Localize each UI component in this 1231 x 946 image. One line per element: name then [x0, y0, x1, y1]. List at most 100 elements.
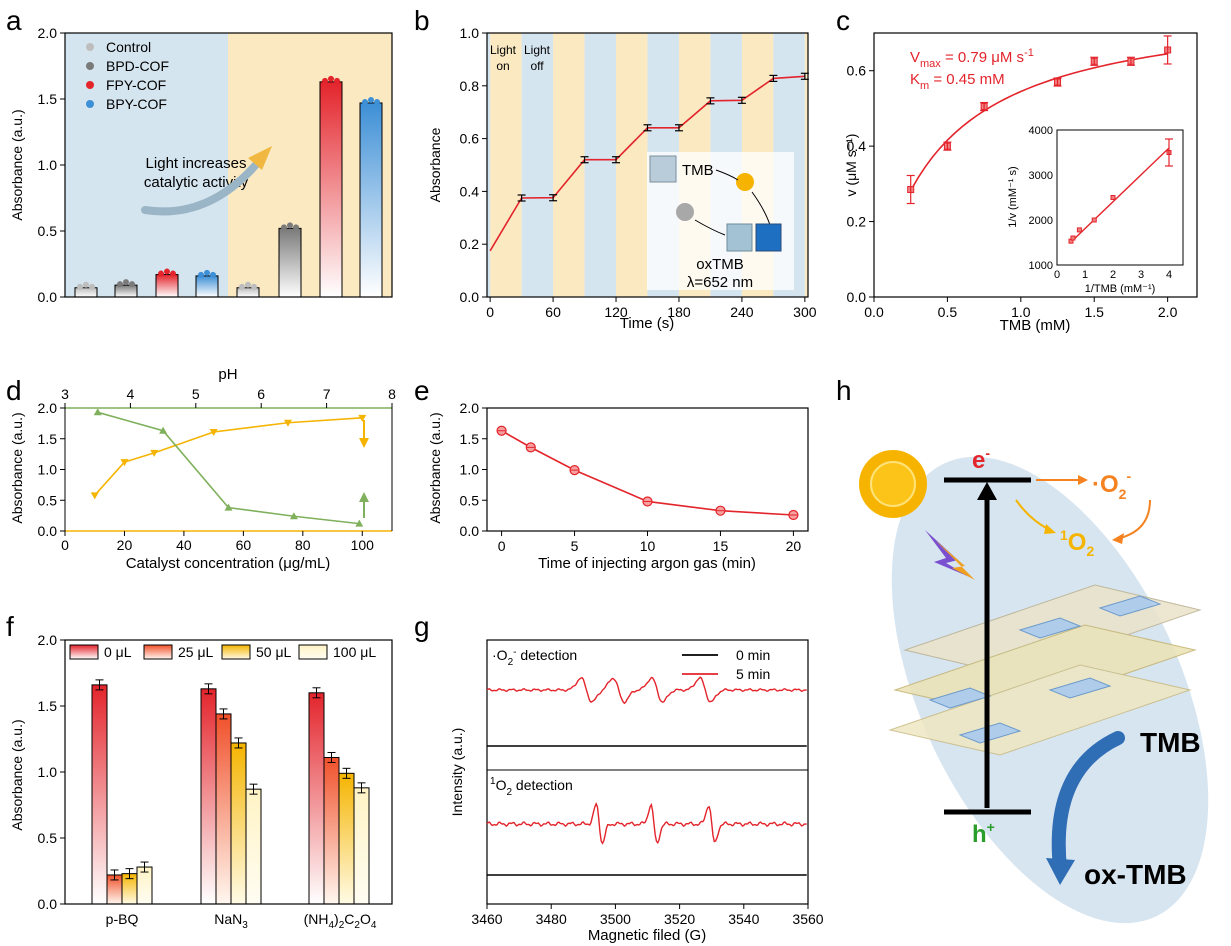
sun-icon	[859, 450, 927, 518]
vial-image	[755, 223, 782, 252]
x-tick-label: 20	[786, 538, 802, 554]
argon-line	[501, 430, 794, 516]
vial-image	[726, 223, 753, 252]
y-axis-label: Intensity (a.u.)	[449, 728, 465, 817]
x-tick-label: 2.0	[1158, 304, 1178, 320]
y-tick-label: 0.0	[38, 523, 58, 539]
electron-label: e-	[972, 445, 990, 474]
dark-background	[65, 33, 228, 297]
ph-point	[289, 512, 298, 520]
replicate-point	[293, 224, 299, 231]
bar	[230, 742, 247, 905]
x-axis-label: Catalyst concentration (μg/mL)	[126, 555, 331, 572]
legend-label: BPY-COF	[106, 96, 167, 112]
replicate-point	[245, 281, 251, 288]
replicate-point	[123, 279, 129, 286]
light-band	[804, 33, 808, 297]
curved-arrow-icon	[1051, 731, 1125, 875]
x-tick-label: 240	[730, 304, 754, 320]
y-axis-label: Absorbance (a.u.)	[9, 719, 25, 830]
bar	[323, 756, 340, 905]
top-axis-label: pH	[218, 366, 237, 383]
light-band	[584, 33, 617, 297]
y-axis-label: Absorbance (a.u.)	[9, 412, 25, 523]
inset-sun-icon	[736, 173, 754, 191]
michaelis-menten-fit	[910, 52, 1168, 191]
y-tick-label: 0.0	[38, 289, 58, 305]
x-tick-label: 3480	[536, 911, 567, 927]
concentration-point	[120, 459, 129, 467]
replicate-point	[328, 75, 334, 82]
inset-arrow	[694, 219, 726, 236]
light-band	[490, 33, 522, 297]
x-tick-label: 3520	[664, 911, 695, 927]
superoxide-label: ·O2-	[1092, 468, 1131, 502]
replicate-point	[281, 224, 287, 231]
y-tick-label: 0.0	[460, 523, 480, 539]
legend-label: 50 μL	[256, 644, 292, 660]
replicate-point	[83, 281, 89, 288]
x-axis-label: TMB (mM)	[1000, 317, 1071, 334]
inset-arrow	[751, 191, 771, 226]
annotation-line-2: catalytic activity	[144, 174, 249, 191]
panel-letter-b: b	[414, 5, 430, 36]
annotation-arrow	[141, 156, 264, 216]
concentration-axis-arrowhead	[359, 438, 369, 448]
replicate-point	[204, 269, 210, 276]
replicate-point	[164, 268, 170, 275]
y-tick-label: 0.4	[460, 183, 480, 199]
inset-x-tick-label: 1	[1082, 269, 1088, 281]
legend-label: 0 μL	[104, 644, 132, 660]
singlet-oxygen-label: 1O2	[1060, 527, 1094, 559]
inset-data-point	[1076, 227, 1082, 233]
x-tick-label: 3540	[728, 911, 759, 927]
chart-panel-d: 0.0 0.5 1.0 1.5 2.0 0 20 40 60 80 100 3 4 5 6 7 8 pH Absor…	[9, 366, 396, 572]
x-axis-label: Magnetic filed (G)	[588, 927, 706, 944]
x-tick-label: 0	[61, 537, 69, 553]
x-axis-label: Time (s)	[620, 315, 674, 332]
top-tick-label: 5	[192, 386, 200, 402]
top-tick-label: 4	[127, 386, 135, 402]
bar	[353, 787, 370, 905]
inset-frame	[1056, 129, 1184, 266]
legend-label-0min: 0 min	[736, 647, 770, 663]
annotation-line-1: Light increases	[146, 155, 247, 172]
x-tick-label: 20	[117, 537, 133, 553]
light-on-label-1: Light	[490, 43, 517, 57]
legend-marker	[86, 81, 94, 89]
x-tick-label: 0.5	[938, 304, 958, 320]
y-tick-label: 1.0	[460, 462, 480, 478]
vial-image	[649, 155, 677, 183]
superoxide-5min-trace	[486, 676, 807, 705]
ph-point	[159, 426, 168, 434]
x-tick-label: 0.0	[864, 304, 884, 320]
legend-label: 100 μL	[333, 644, 376, 660]
x-tick-label: 60	[545, 304, 561, 320]
inset-x-tick-label: 4	[1166, 269, 1172, 281]
singlet-oxygen-detection-title: 1O2 detection	[490, 776, 573, 798]
top-tick-label: 3	[61, 386, 69, 402]
x-tick-label: 5	[571, 538, 579, 554]
replicate-point	[239, 283, 245, 290]
legend-label: BPD-COF	[106, 58, 169, 74]
y-tick-label: 0.2	[847, 214, 867, 230]
superoxide-detection-title: ·O2- detection	[492, 647, 577, 668]
y-axis-label: v (μM s⁻¹)	[843, 134, 859, 197]
y-tick-label: 1.5	[38, 91, 58, 107]
y-tick-label: 1.5	[38, 698, 58, 714]
replicate-point	[170, 270, 176, 277]
y-axis-label: Absorbance	[427, 127, 443, 202]
inset-tmb-label: TMB	[682, 162, 714, 179]
panel-letter-d: d	[6, 375, 22, 406]
annotation-arrowhead	[248, 146, 272, 170]
concentration-point	[90, 492, 99, 500]
replicate-point	[362, 98, 368, 105]
panel-letter-g: g	[414, 611, 430, 642]
bar	[338, 772, 355, 905]
inset-data-point	[1070, 235, 1076, 241]
panel-letter-c: c	[836, 5, 850, 36]
chart-panel-g: 3460 3480 3500 3520 3540 3560 Intensity (a.u.)…	[449, 639, 824, 944]
x-tick-label: 1.0	[1011, 304, 1031, 320]
replicate-point	[89, 283, 95, 290]
concentration-point	[283, 419, 292, 427]
